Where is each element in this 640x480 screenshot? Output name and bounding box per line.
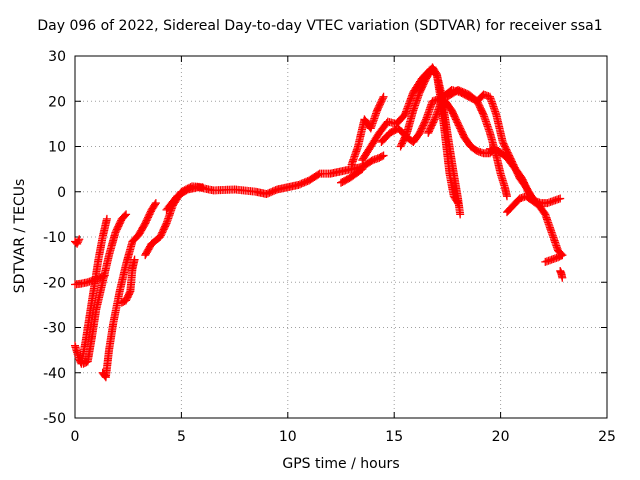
y-tick-label: 10	[48, 140, 66, 156]
chart-title: Day 096 of 2022, Sidereal Day-to-day VTE…	[37, 18, 603, 34]
data-point	[558, 273, 567, 282]
y-tick-label: -20	[43, 275, 66, 291]
data-point	[102, 214, 111, 223]
x-tick-label: 15	[385, 429, 403, 445]
data-point	[122, 210, 131, 219]
data-point-fill	[378, 94, 387, 103]
data-point-fill	[74, 236, 83, 245]
data-point	[379, 151, 388, 160]
data-point	[456, 210, 465, 219]
y-tick-label: 20	[48, 94, 66, 110]
data-point	[454, 199, 463, 208]
data-point	[151, 199, 160, 208]
data-point	[502, 192, 511, 201]
data-point-fill	[453, 197, 462, 206]
data-point	[379, 92, 388, 101]
x-tick-label: 10	[279, 429, 297, 445]
y-tick-label: 30	[48, 49, 66, 65]
x-axis-label: GPS time / hours	[282, 456, 400, 472]
y-tick-label: -50	[43, 411, 66, 427]
x-tick-label: 20	[492, 429, 510, 445]
y-axis-label: SDTVAR / TECUs	[12, 178, 28, 294]
data-point	[130, 255, 139, 264]
x-tick-label: 0	[71, 429, 80, 445]
data-point	[358, 165, 367, 174]
data-point-fill	[378, 152, 387, 161]
data-point	[556, 194, 565, 203]
data-point-fill	[556, 251, 565, 260]
y-tick-label: -10	[43, 230, 66, 246]
y-tick-label: 0	[57, 185, 66, 201]
data-point-fill	[357, 166, 366, 175]
data-point-fill	[121, 211, 130, 220]
y-tick-label: -40	[43, 366, 66, 382]
y-tick-label: -30	[43, 321, 66, 337]
data-point-fill	[151, 200, 160, 209]
data-point	[558, 251, 567, 260]
data-point	[75, 235, 84, 244]
x-tick-label: 25	[598, 429, 616, 445]
x-tick-label: 5	[177, 429, 186, 445]
